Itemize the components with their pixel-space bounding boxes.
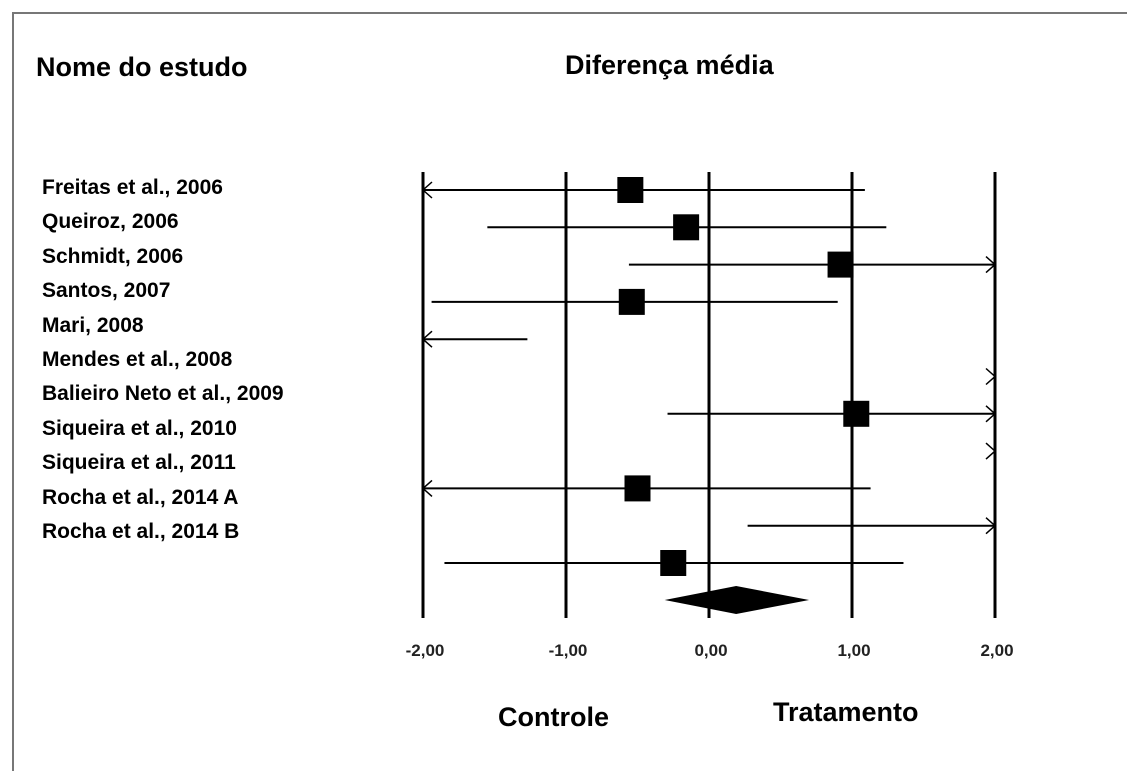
study-header: Nome do estudo <box>36 52 248 82</box>
study-label: Schmidt, 2006 <box>42 244 184 268</box>
study-label: Balieiro Neto et al., 2009 <box>42 382 284 406</box>
ci-arrow <box>985 256 997 274</box>
left-label: Controle <box>498 702 609 732</box>
point-estimate <box>673 214 700 241</box>
study-label: Mari, 2008 <box>42 313 144 337</box>
study-label: Rocha et al., 2014 B <box>42 520 240 544</box>
study-label: Queiroz, 2006 <box>42 210 179 234</box>
point-estimate <box>660 550 687 576</box>
point-estimate <box>827 251 854 278</box>
ci-arrow <box>985 405 997 423</box>
study-label: Siqueira et al., 2010 <box>42 416 237 440</box>
study-label: Rocha et al., 2014 A <box>42 485 239 509</box>
study-labels: Freitas et al., 2006 Queiroz, 2006 Schmidt… <box>42 171 310 549</box>
ci-arrow <box>985 517 997 535</box>
study-label: Mendes et al., 2008 <box>42 348 233 372</box>
study-label: Freitas et al., 2006 <box>42 176 223 199</box>
x-tick-label: 1,00 <box>837 641 870 660</box>
summary-diamond <box>664 586 810 614</box>
chart-title: Diferença média <box>565 50 774 80</box>
study-label: Santos, 2007 <box>42 279 171 303</box>
x-tick-label: -1,00 <box>549 641 588 660</box>
point-estimate <box>843 400 870 427</box>
ci-arrow <box>985 367 997 386</box>
frame <box>12 12 1127 771</box>
right-label: Tratamento <box>773 697 919 727</box>
ci-arrow <box>421 330 433 348</box>
ci-arrow <box>985 442 997 460</box>
study-label: Siqueira et al., 2011 <box>42 451 236 475</box>
point-estimate <box>624 475 651 502</box>
point-estimate <box>617 177 644 203</box>
x-tick-label: 0,00 <box>694 641 727 660</box>
ci-arrow <box>421 479 433 497</box>
ci-arrow <box>421 181 433 199</box>
point-estimate <box>618 288 645 315</box>
x-tick-label: 2,00 <box>980 641 1013 660</box>
x-tick-label: -2,00 <box>406 641 445 660</box>
